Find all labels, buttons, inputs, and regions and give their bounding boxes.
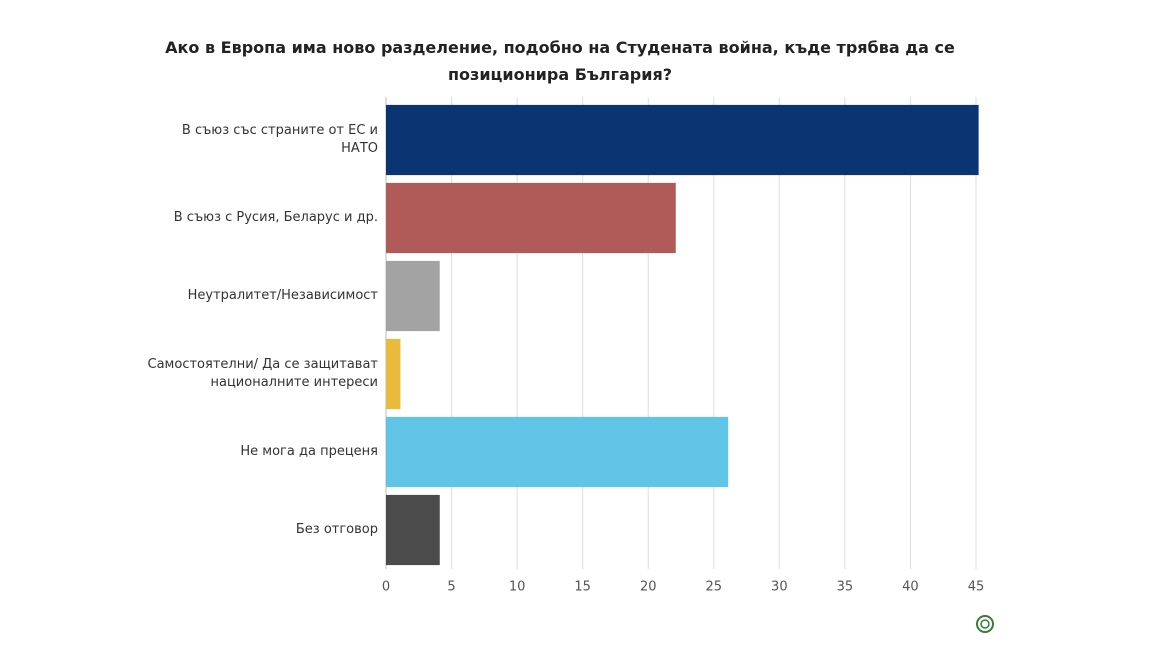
y-tick-label: Самостоятелни/ Да се защитават националн…: [147, 357, 378, 390]
x-tick-label: 40: [902, 580, 919, 595]
bar: [386, 104, 979, 176]
y-tick-label: В съюз със страните от ЕС и НАТО: [181, 123, 378, 156]
bar: [386, 260, 440, 332]
logo: [976, 615, 994, 633]
x-tick-label: 10: [509, 580, 526, 595]
x-tick-label: 30: [771, 580, 788, 595]
x-tick-label: 25: [706, 580, 723, 595]
x-tick-label: 35: [837, 580, 854, 595]
y-tick-label: Неутралитет/Независимост: [187, 288, 378, 303]
x-tick-label: 45: [968, 580, 985, 595]
x-tick-label: 15: [574, 580, 591, 595]
x-tick-label: 20: [640, 580, 657, 595]
bar: [386, 416, 729, 488]
x-tick-label: 0: [382, 580, 390, 595]
y-tick-label: В съюз с Русия, Беларус и др.: [173, 210, 378, 225]
chart-title: Ако в Европа има ново разделение, подобн…: [165, 38, 955, 84]
bar: [386, 182, 676, 254]
bar: [386, 494, 440, 566]
y-tick-label: Без отговор: [295, 522, 378, 537]
bar: [386, 338, 401, 410]
y-tick-label: Не мога да преценя: [240, 444, 378, 459]
x-tick-label: 5: [447, 580, 455, 595]
